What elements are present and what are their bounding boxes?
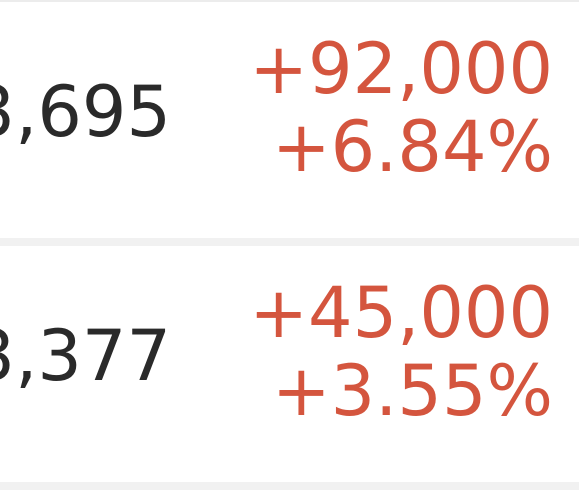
price-cell: 3,695 <box>0 2 175 238</box>
price-cell: 3,377 <box>0 246 175 482</box>
change-amount: +45,000 <box>249 272 553 354</box>
change-percent: +6.84% <box>271 106 553 188</box>
price-value: 3,695 <box>0 71 171 153</box>
change-cell: +92,000 +6.84% <box>249 30 553 186</box>
list-item[interactable]: 3,377 +45,000 +3.55% <box>0 246 579 482</box>
list-top-divider <box>0 0 579 2</box>
change-cell: +45,000 +3.55% <box>249 274 553 430</box>
price-value: 3,377 <box>0 315 171 397</box>
change-amount: +92,000 <box>249 28 553 110</box>
change-percent: +3.55% <box>271 350 553 432</box>
list-item[interactable]: 3,695 +92,000 +6.84% <box>0 2 579 238</box>
row-divider <box>0 238 579 246</box>
row-divider <box>0 482 579 490</box>
